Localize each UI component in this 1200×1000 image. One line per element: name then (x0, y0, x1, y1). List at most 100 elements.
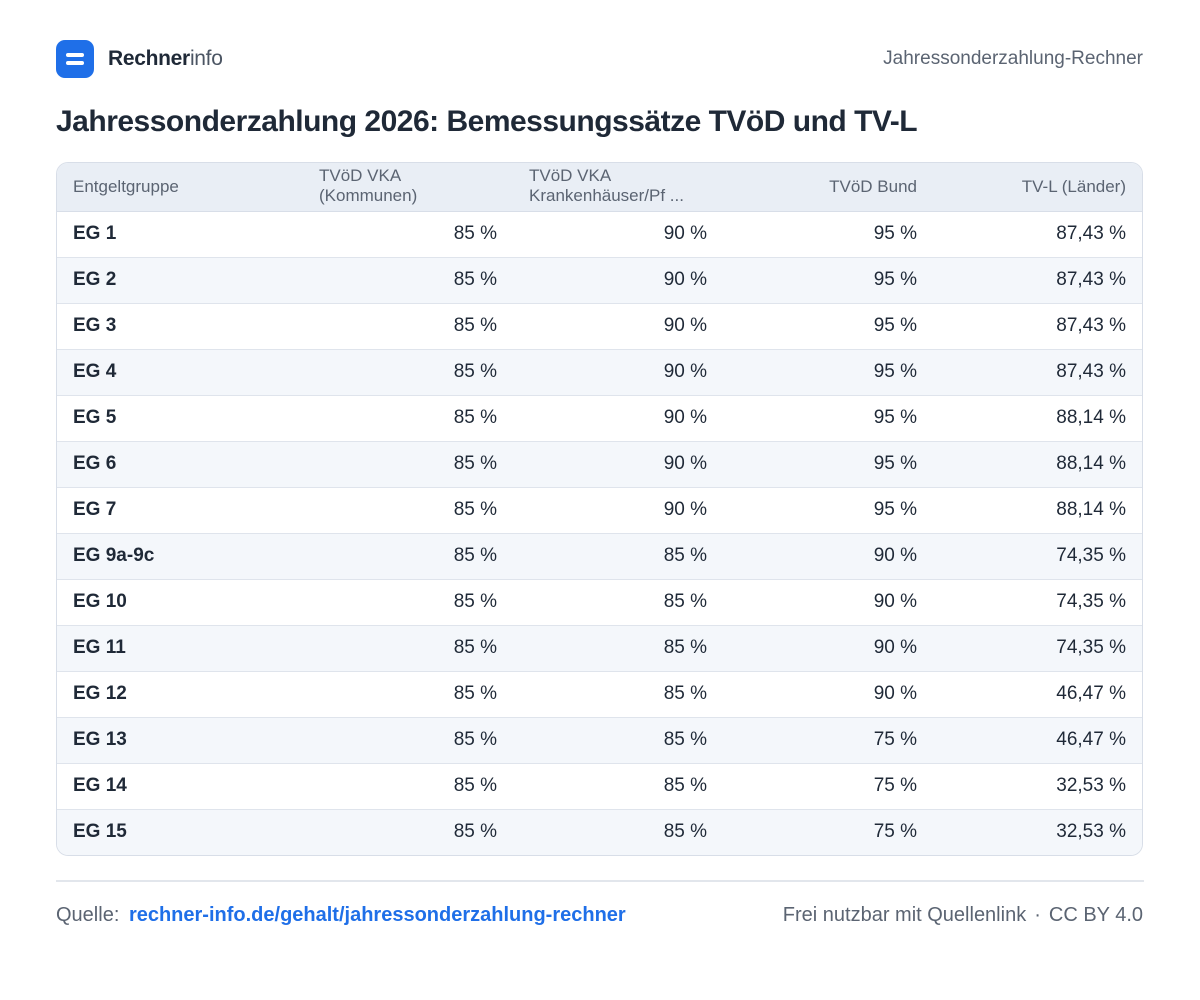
table-cell-rate: 85 % (513, 671, 723, 718)
table-cell-rate: 85 % (303, 395, 513, 442)
table-row: EG 10 85 % 85 % 90 % 74,35 % (57, 579, 1142, 626)
table-cell-rate: 90 % (513, 441, 723, 488)
table-cell-rate: 85 % (303, 257, 513, 304)
table-cell-rate: 32,53 % (933, 809, 1142, 855)
table-cell-rate: 85 % (303, 533, 513, 580)
table-cell-rate: 85 % (303, 763, 513, 810)
column-header-tvoed-vka-kommunen: TVöD VKA (Kommunen) (303, 163, 513, 212)
table-cell-rate: 85 % (513, 533, 723, 580)
table-cell-rate: 88,14 % (933, 395, 1142, 442)
table-cell-rate: 85 % (513, 717, 723, 764)
table-cell-rate: 95 % (723, 395, 933, 442)
table-row: EG 7 85 % 90 % 95 % 88,14 % (57, 487, 1142, 534)
brand-name-light: info (189, 47, 223, 70)
column-header-tv-l-laender: TV-L (Länder) (933, 163, 1142, 212)
brand-logo[interactable]: Rechnerinfo (56, 40, 223, 78)
table-cell-group: EG 4 (57, 349, 303, 396)
table-cell-rate: 85 % (303, 809, 513, 855)
table-cell-group: EG 2 (57, 257, 303, 304)
table-cell-rate: 88,14 % (933, 487, 1142, 534)
table-cell-rate: 85 % (303, 441, 513, 488)
page-label: Jahressonderzahlung-Rechner (883, 48, 1143, 69)
table-cell-rate: 90 % (513, 257, 723, 304)
table-cell-group: EG 7 (57, 487, 303, 534)
table-cell-rate: 90 % (723, 533, 933, 580)
table-row: EG 4 85 % 90 % 95 % 87,43 % (57, 349, 1142, 396)
table-cell-rate: 95 % (723, 257, 933, 304)
table-cell-rate: 85 % (303, 349, 513, 396)
table-row: EG 6 85 % 90 % 95 % 88,14 % (57, 441, 1142, 488)
table-cell-rate: 46,47 % (933, 717, 1142, 764)
table-cell-rate: 87,43 % (933, 349, 1142, 396)
table-header-row: Entgeltgruppe TVöD VKA (Kommunen) TVöD V… (57, 163, 1142, 212)
table-cell-rate: 75 % (723, 809, 933, 855)
page-title: Jahressonderzahlung 2026: Bemessungssätz… (56, 105, 918, 138)
table-cell-rate: 95 % (723, 211, 933, 258)
source-label: Quelle: (56, 904, 120, 926)
table-row: EG 13 85 % 85 % 75 % 46,47 % (57, 717, 1142, 764)
license-separator: · (1034, 904, 1041, 926)
table-cell-rate: 85 % (303, 671, 513, 718)
table-row: EG 5 85 % 90 % 95 % 88,14 % (57, 395, 1142, 442)
table-cell-rate: 85 % (303, 303, 513, 350)
source-link[interactable]: rechner-info.de/gehalt/jahressonderzahlu… (128, 904, 626, 926)
table-cell-rate: 85 % (513, 625, 723, 672)
table-row: EG 2 85 % 90 % 95 % 87,43 % (57, 257, 1142, 304)
table-cell-group: EG 6 (57, 441, 303, 488)
table-cell-group: EG 3 (57, 303, 303, 350)
column-header-tvoed-vka-krankenhaeuser: TVöD VKA Krankenhäuser/Pf ... (513, 163, 723, 212)
table-cell-group: EG 1 (57, 211, 303, 258)
license-name: CC BY 4.0 (1048, 904, 1143, 926)
table-cell-rate: 74,35 % (933, 533, 1142, 580)
table-cell-group: EG 10 (57, 579, 303, 626)
table-cell-rate: 85 % (513, 809, 723, 855)
table-cell-rate: 95 % (723, 303, 933, 350)
table-cell-group: EG 13 (57, 717, 303, 764)
table-cell-rate: 74,35 % (933, 579, 1142, 626)
table-cell-rate: 88,14 % (933, 441, 1142, 488)
table-cell-rate: 90 % (723, 579, 933, 626)
table-cell-rate: 87,43 % (933, 257, 1142, 304)
footer-divider (56, 880, 1144, 882)
rates-table: Entgeltgruppe TVöD VKA (Kommunen) TVöD V… (57, 163, 1142, 855)
table-row: EG 14 85 % 85 % 75 % 32,53 % (57, 763, 1142, 810)
table-cell-rate: 90 % (513, 395, 723, 442)
table-cell-group: EG 5 (57, 395, 303, 442)
table-cell-rate: 90 % (513, 303, 723, 350)
column-header-entgeltgruppe: Entgeltgruppe (57, 163, 303, 212)
table-cell-group: EG 14 (57, 763, 303, 810)
brand-name: Rechnerinfo (108, 40, 223, 78)
source-line: Quelle: rechner-info.de/gehalt/jahresson… (56, 904, 626, 927)
table-cell-rate: 90 % (513, 211, 723, 258)
table-cell-rate: 87,43 % (933, 303, 1142, 350)
table-row: EG 3 85 % 90 % 95 % 87,43 % (57, 303, 1142, 350)
license-text: Frei nutzbar mit Quellenlink (782, 904, 1027, 926)
table-row: EG 1 85 % 90 % 95 % 87,43 % (57, 211, 1142, 258)
table-cell-rate: 90 % (723, 625, 933, 672)
table-cell-group: EG 11 (57, 625, 303, 672)
table-cell-rate: 85 % (303, 579, 513, 626)
rates-table-container: Entgeltgruppe TVöD VKA (Kommunen) TVöD V… (56, 162, 1143, 856)
table-cell-group: EG 9a-9c (57, 533, 303, 580)
table-cell-rate: 95 % (723, 487, 933, 534)
table-body: EG 1 85 % 90 % 95 % 87,43 % EG 2 85 % 90 % 95 % 8… (57, 211, 1142, 855)
table-cell-group: EG 12 (57, 671, 303, 718)
brand-name-strong: Rechner (108, 47, 190, 70)
table-cell-rate: 75 % (723, 717, 933, 764)
table-row: EG 11 85 % 85 % 90 % 74,35 % (57, 625, 1142, 672)
table-cell-rate: 85 % (303, 625, 513, 672)
top-bar: Rechnerinfo Jahressonderzahlung-Rechner (56, 40, 1143, 78)
table-cell-rate: 90 % (723, 671, 933, 718)
table-row: EG 9a-9c 85 % 85 % 90 % 74,35 % (57, 533, 1142, 580)
column-header-tvoed-bund: TVöD Bund (723, 163, 933, 212)
table-cell-rate: 95 % (723, 441, 933, 488)
footer: Quelle: rechner-info.de/gehalt/jahresson… (56, 904, 1143, 934)
table-cell-rate: 90 % (513, 487, 723, 534)
table-row: EG 12 85 % 85 % 90 % 46,47 % (57, 671, 1142, 718)
table-cell-rate: 85 % (513, 763, 723, 810)
table-row: EG 15 85 % 85 % 75 % 32,53 % (57, 809, 1142, 855)
table-cell-rate: 95 % (723, 349, 933, 396)
table-cell-rate: 75 % (723, 763, 933, 810)
table-cell-rate: 74,35 % (933, 625, 1142, 672)
table-cell-rate: 87,43 % (933, 211, 1142, 258)
